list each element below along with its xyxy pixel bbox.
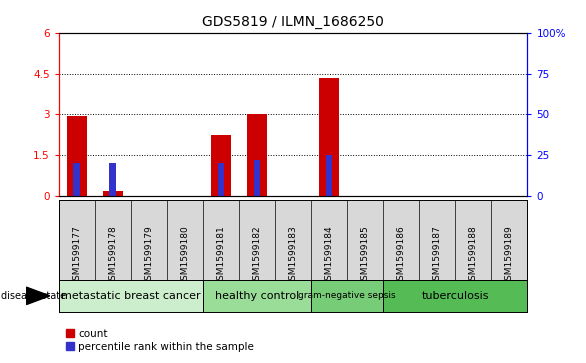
Polygon shape [26, 287, 50, 305]
Bar [254, 160, 260, 196]
Bar [103, 191, 122, 196]
Bar [59, 280, 203, 312]
Bar [383, 280, 527, 312]
Text: tuberculosis: tuberculosis [421, 291, 489, 301]
Title: GDS5819 / ILMN_1686250: GDS5819 / ILMN_1686250 [202, 15, 384, 29]
Text: gram-negative sepsis: gram-negative sepsis [298, 291, 396, 300]
Text: healthy control: healthy control [215, 291, 299, 301]
Bar [67, 116, 87, 196]
Text: disease state: disease state [1, 291, 66, 301]
Bar [203, 280, 311, 312]
Text: metastatic breast cancer: metastatic breast cancer [61, 291, 200, 301]
Bar [73, 163, 80, 196]
Bar [217, 163, 224, 196]
Bar [319, 78, 339, 196]
Bar [311, 280, 383, 312]
Bar [326, 155, 332, 196]
Legend: count, percentile rank within the sample: count, percentile rank within the sample [64, 327, 256, 354]
Bar [247, 114, 267, 196]
Bar [211, 135, 231, 196]
Bar [110, 163, 116, 196]
